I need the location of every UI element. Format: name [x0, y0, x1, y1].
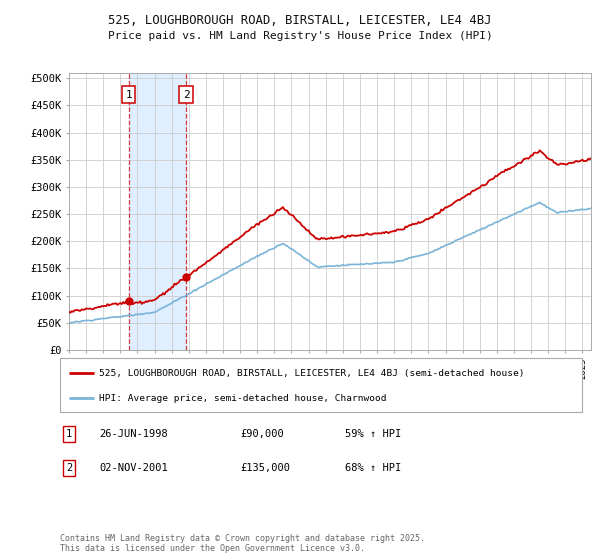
Text: Price paid vs. HM Land Registry's House Price Index (HPI): Price paid vs. HM Land Registry's House … — [107, 31, 493, 41]
Text: 525, LOUGHBOROUGH ROAD, BIRSTALL, LEICESTER, LE4 4BJ: 525, LOUGHBOROUGH ROAD, BIRSTALL, LEICES… — [108, 14, 492, 27]
Text: 1: 1 — [125, 90, 132, 100]
Text: 26-JUN-1998: 26-JUN-1998 — [99, 429, 168, 439]
Text: HPI: Average price, semi-detached house, Charnwood: HPI: Average price, semi-detached house,… — [99, 394, 386, 403]
Text: 02-NOV-2001: 02-NOV-2001 — [99, 463, 168, 473]
Bar — [129, 73, 186, 350]
Text: £90,000: £90,000 — [240, 429, 284, 439]
Text: 525, LOUGHBOROUGH ROAD, BIRSTALL, LEICESTER, LE4 4BJ (semi-detached house): 525, LOUGHBOROUGH ROAD, BIRSTALL, LEICES… — [99, 369, 524, 378]
Text: 1: 1 — [66, 429, 72, 439]
Text: £135,000: £135,000 — [240, 463, 290, 473]
Text: Contains HM Land Registry data © Crown copyright and database right 2025.
This d: Contains HM Land Registry data © Crown c… — [60, 534, 425, 553]
Text: 2: 2 — [182, 90, 190, 100]
Text: 59% ↑ HPI: 59% ↑ HPI — [345, 429, 401, 439]
Text: 68% ↑ HPI: 68% ↑ HPI — [345, 463, 401, 473]
Text: 2: 2 — [66, 463, 72, 473]
